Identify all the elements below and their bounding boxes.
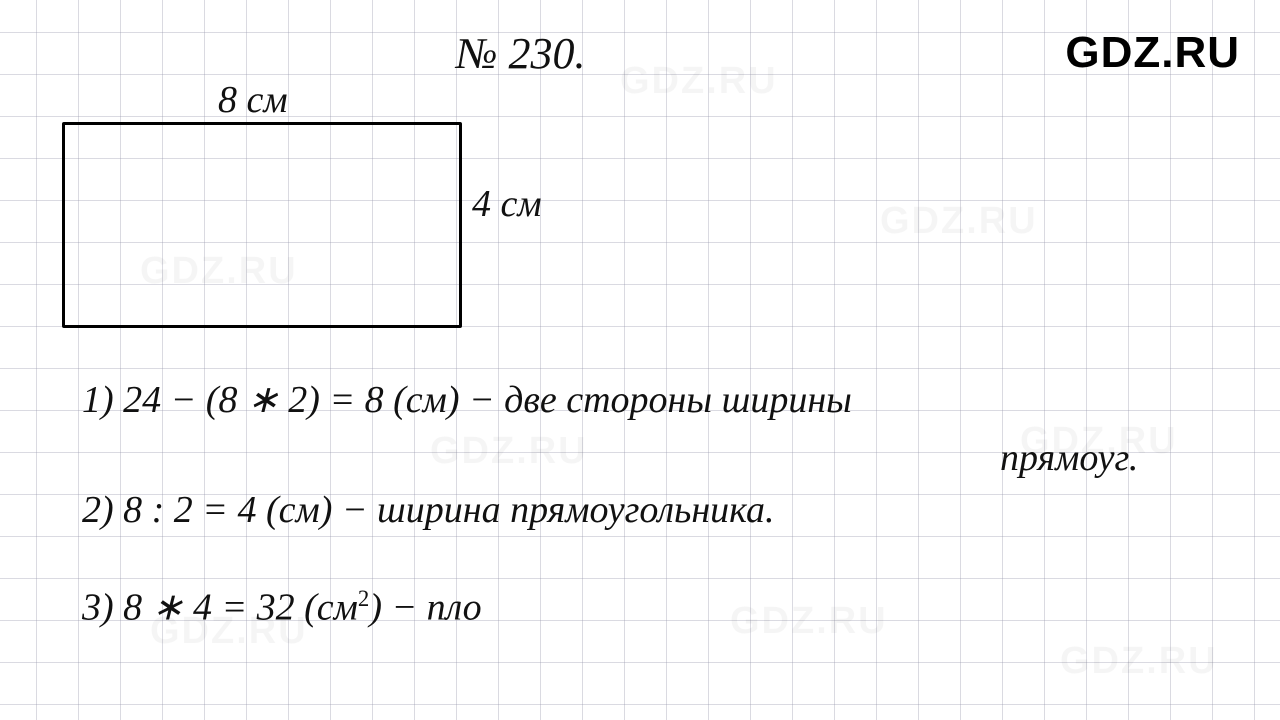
step-2-math: 2) 8 : 2 = 4 (см) −: [82, 489, 368, 531]
step-1-tail: две стороны ширины: [504, 379, 852, 421]
step-3-sup: 2: [358, 586, 369, 611]
step-1-tail2: прямоуг.: [1000, 438, 1138, 480]
step-2-expression: 2) 8 : 2 = 4 (см) − ширина прямоугольник…: [82, 490, 775, 532]
problem-number: № 230.: [456, 28, 586, 79]
rectangle-right-label: 4 см: [472, 182, 542, 226]
rectangle-figure: [62, 122, 462, 328]
step-3-math-a: 3) 8 ∗ 4 = 32 (см: [82, 587, 358, 629]
rectangle-top-label: 8 см: [218, 78, 288, 122]
step-1-math: 1) 24 − (8 ∗ 2) = 8 (см) −: [82, 379, 495, 421]
step-1-expression: 1) 24 − (8 ∗ 2) = 8 (см) − две стороны ш…: [82, 380, 852, 422]
step-3-math-b: ) −: [369, 587, 417, 629]
step-2-tail: ширина прямоугольника.: [377, 489, 774, 531]
site-logo: GDZ.RU: [1065, 28, 1240, 78]
step-3-tail: пло: [427, 587, 482, 629]
step-3-expression: 3) 8 ∗ 4 = 32 (см2) − пло: [82, 586, 482, 629]
